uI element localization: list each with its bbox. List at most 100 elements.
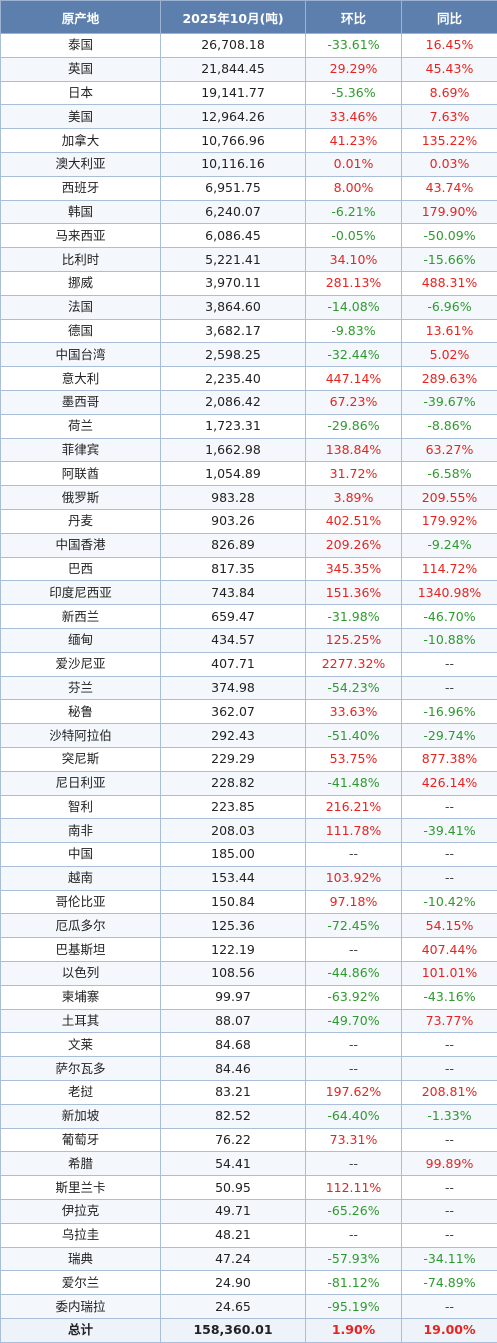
volume-cell: 2,086.42 bbox=[161, 390, 306, 414]
yoy-change-cell: -8.86% bbox=[402, 414, 497, 438]
origin-cell: 中国台湾 bbox=[1, 343, 161, 367]
volume-cell: 3,682.17 bbox=[161, 319, 306, 343]
yoy-change-cell: 63.27% bbox=[402, 438, 497, 462]
volume-cell: 362.07 bbox=[161, 700, 306, 724]
yoy-change-cell: 8.69% bbox=[402, 81, 497, 105]
mom-change-cell: -5.36% bbox=[306, 81, 402, 105]
mom-change-cell: 29.29% bbox=[306, 57, 402, 81]
header-row: 原产地 2025年10月(吨) 环比 同比 bbox=[1, 1, 497, 34]
volume-cell: 84.46 bbox=[161, 1057, 306, 1081]
volume-cell: 10,116.16 bbox=[161, 152, 306, 176]
origin-cell: 爱沙尼亚 bbox=[1, 652, 161, 676]
yoy-change-cell: 54.15% bbox=[402, 914, 497, 938]
volume-cell: 125.36 bbox=[161, 914, 306, 938]
volume-cell: 185.00 bbox=[161, 843, 306, 867]
yoy-change-cell: -16.96% bbox=[402, 700, 497, 724]
volume-cell: 19,141.77 bbox=[161, 81, 306, 105]
origin-cell: 缅甸 bbox=[1, 628, 161, 652]
yoy-change-cell: -10.42% bbox=[402, 890, 497, 914]
mom-change-cell: 67.23% bbox=[306, 390, 402, 414]
origin-cell: 哥伦比亚 bbox=[1, 890, 161, 914]
volume-cell: 6,951.75 bbox=[161, 176, 306, 200]
volume-column-header: 2025年10月(吨) bbox=[161, 1, 306, 34]
origin-cell: 美国 bbox=[1, 105, 161, 129]
yoy-change-cell: 16.45% bbox=[402, 34, 497, 58]
volume-cell: 24.65 bbox=[161, 1295, 306, 1319]
yoy-change-cell: 426.14% bbox=[402, 771, 497, 795]
mom-change-cell: -32.44% bbox=[306, 343, 402, 367]
volume-cell: 76.22 bbox=[161, 1128, 306, 1152]
volume-cell: 407.71 bbox=[161, 652, 306, 676]
mom-change-cell: -9.83% bbox=[306, 319, 402, 343]
yoy-change-cell: 208.81% bbox=[402, 1081, 497, 1105]
volume-cell: 47.24 bbox=[161, 1247, 306, 1271]
yoy-change-cell: -- bbox=[402, 843, 497, 867]
origin-cell: 德国 bbox=[1, 319, 161, 343]
yoy-change-cell: 7.63% bbox=[402, 105, 497, 129]
yoy-change-cell: -34.11% bbox=[402, 1247, 497, 1271]
mom-change-cell: 2277.32% bbox=[306, 652, 402, 676]
volume-cell: 2,235.40 bbox=[161, 367, 306, 391]
origin-cell: 阿联酋 bbox=[1, 462, 161, 486]
origin-cell: 巴基斯坦 bbox=[1, 938, 161, 962]
origin-cell: 突尼斯 bbox=[1, 747, 161, 771]
volume-cell: 6,086.45 bbox=[161, 224, 306, 248]
yoy-change-cell: 179.92% bbox=[402, 509, 497, 533]
mom-change-cell: -51.40% bbox=[306, 724, 402, 748]
volume-cell: 374.98 bbox=[161, 676, 306, 700]
yoy-change-cell: 99.89% bbox=[402, 1152, 497, 1176]
yoy-change-cell: 877.38% bbox=[402, 747, 497, 771]
yoy-change-cell: -- bbox=[402, 1223, 497, 1247]
volume-cell: 158,360.01 bbox=[161, 1319, 306, 1343]
volume-cell: 2,598.25 bbox=[161, 343, 306, 367]
yoy-change-cell: -- bbox=[402, 676, 497, 700]
yoy-change-cell: 13.61% bbox=[402, 319, 497, 343]
origin-cell: 乌拉圭 bbox=[1, 1223, 161, 1247]
volume-cell: 659.47 bbox=[161, 605, 306, 629]
origin-cell: 萨尔瓦多 bbox=[1, 1057, 161, 1081]
volume-cell: 3,970.11 bbox=[161, 271, 306, 295]
origin-cell: 厄瓜多尔 bbox=[1, 914, 161, 938]
origin-cell: 法国 bbox=[1, 295, 161, 319]
origin-cell: 挪威 bbox=[1, 271, 161, 295]
yoy-change-cell: 1340.98% bbox=[402, 581, 497, 605]
volume-cell: 153.44 bbox=[161, 866, 306, 890]
yoy-change-cell: -6.96% bbox=[402, 295, 497, 319]
mom-change-cell: -- bbox=[306, 1057, 402, 1081]
volume-cell: 208.03 bbox=[161, 819, 306, 843]
origin-cell: 西班牙 bbox=[1, 176, 161, 200]
yoy-change-cell: -- bbox=[402, 1200, 497, 1224]
origin-cell: 印度尼西亚 bbox=[1, 581, 161, 605]
volume-cell: 82.52 bbox=[161, 1104, 306, 1128]
volume-cell: 108.56 bbox=[161, 962, 306, 986]
volume-cell: 49.71 bbox=[161, 1200, 306, 1224]
mom-change-cell: 345.35% bbox=[306, 557, 402, 581]
volume-cell: 743.84 bbox=[161, 581, 306, 605]
origin-cell: 日本 bbox=[1, 81, 161, 105]
origin-cell: 马来西亚 bbox=[1, 224, 161, 248]
origin-cell: 巴西 bbox=[1, 557, 161, 581]
mom-change-cell: 73.31% bbox=[306, 1128, 402, 1152]
origin-cell: 新西兰 bbox=[1, 605, 161, 629]
mom-change-cell: 111.78% bbox=[306, 819, 402, 843]
